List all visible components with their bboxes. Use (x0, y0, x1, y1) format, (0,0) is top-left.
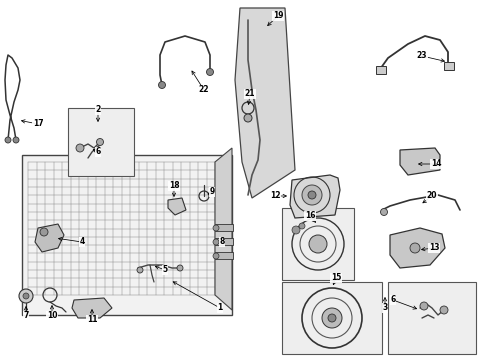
Text: 12: 12 (269, 192, 280, 201)
Circle shape (5, 137, 11, 143)
Circle shape (327, 314, 335, 322)
Circle shape (76, 144, 84, 152)
Text: 17: 17 (33, 120, 43, 129)
Bar (375, 66, 385, 74)
Circle shape (298, 223, 305, 229)
Text: 18: 18 (168, 181, 179, 190)
Circle shape (409, 243, 419, 253)
Text: 6: 6 (389, 296, 395, 305)
Text: 9: 9 (209, 188, 214, 197)
Bar (68, 108, 134, 176)
Text: 2: 2 (95, 105, 101, 114)
Bar (215, 238, 232, 245)
Bar (22, 155, 231, 315)
Text: 15: 15 (330, 274, 341, 283)
Circle shape (19, 289, 33, 303)
Circle shape (321, 308, 341, 328)
Polygon shape (235, 8, 294, 198)
Text: 13: 13 (428, 243, 438, 252)
Text: 4: 4 (79, 238, 84, 247)
Circle shape (419, 302, 427, 310)
Text: 23: 23 (416, 51, 427, 60)
Circle shape (40, 228, 48, 236)
Text: 21: 21 (244, 90, 255, 99)
Bar (387, 282, 475, 354)
Polygon shape (289, 175, 339, 218)
Bar (215, 252, 232, 259)
Circle shape (158, 81, 165, 89)
Polygon shape (35, 224, 64, 252)
Bar (282, 208, 353, 280)
Circle shape (137, 267, 142, 273)
Polygon shape (399, 148, 439, 175)
Text: 19: 19 (272, 12, 283, 21)
Circle shape (13, 137, 19, 143)
Text: 1: 1 (217, 303, 222, 312)
Circle shape (244, 114, 251, 122)
Text: 8: 8 (219, 238, 224, 247)
Circle shape (206, 68, 213, 76)
Text: 3: 3 (382, 303, 387, 312)
Text: 16: 16 (304, 211, 315, 220)
Circle shape (380, 208, 386, 216)
Text: 11: 11 (86, 315, 97, 324)
Circle shape (23, 293, 29, 299)
Text: 20: 20 (426, 192, 436, 201)
Circle shape (439, 306, 447, 314)
Polygon shape (72, 298, 112, 318)
Polygon shape (215, 148, 231, 310)
Polygon shape (168, 198, 185, 215)
Circle shape (177, 265, 183, 271)
Text: 14: 14 (430, 159, 440, 168)
Bar (282, 282, 381, 354)
Circle shape (213, 225, 219, 231)
Circle shape (307, 191, 315, 199)
Bar (443, 62, 453, 70)
Circle shape (291, 226, 299, 234)
Circle shape (96, 139, 103, 145)
Circle shape (308, 235, 326, 253)
Text: 22: 22 (198, 85, 209, 94)
Text: 7: 7 (23, 311, 29, 320)
Circle shape (213, 239, 219, 245)
Text: 10: 10 (47, 311, 57, 320)
Circle shape (213, 253, 219, 259)
Text: 5: 5 (162, 266, 167, 274)
Text: 6: 6 (95, 148, 101, 157)
Circle shape (302, 185, 321, 205)
Bar (215, 224, 232, 231)
Polygon shape (389, 228, 444, 268)
